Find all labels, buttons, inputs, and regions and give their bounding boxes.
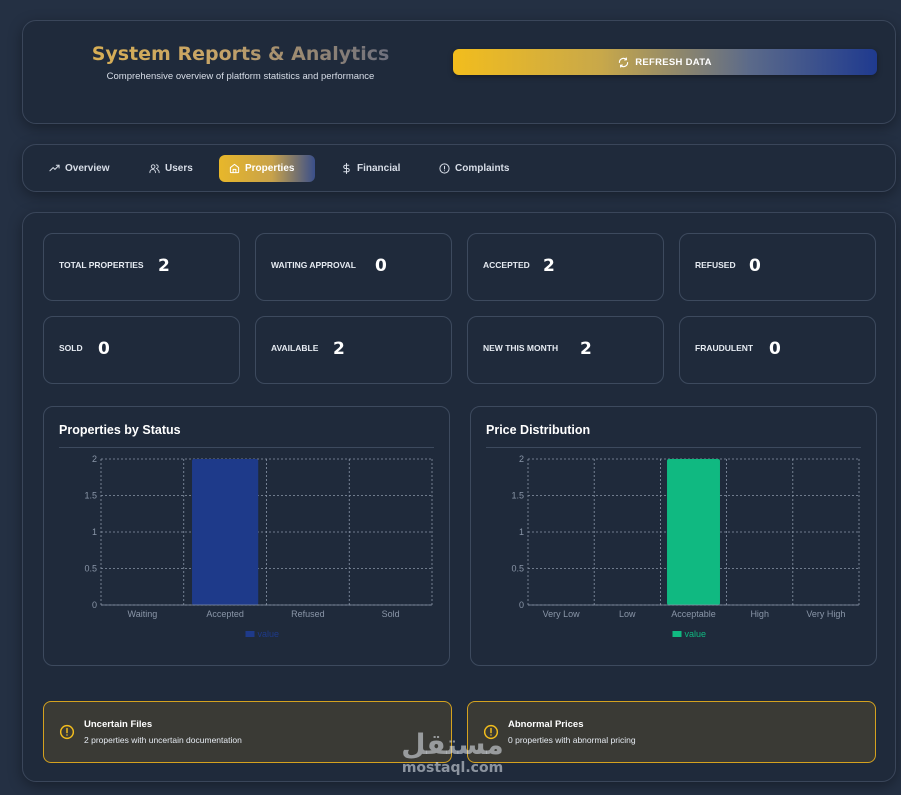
x-tick-label: High	[750, 609, 769, 619]
x-tick-label: Acceptable	[671, 609, 716, 619]
tab-properties-label: Properties	[245, 163, 295, 174]
legend-swatch[interactable]	[245, 631, 255, 637]
alert-text: 0 properties with abnormal pricing	[508, 735, 636, 745]
y-tick-label: 0.5	[511, 564, 524, 574]
stat-label: AVAILABLE	[271, 343, 319, 353]
tab-users[interactable]: Users	[139, 155, 203, 182]
watermark-arabic: مستقل	[401, 728, 504, 761]
y-tick-label: 1	[92, 527, 97, 537]
properties-by-status-chart: 0 0.5 1 1.5 2 Waiting Accepted Refused Sold value	[84, 454, 433, 639]
stat-label: ACCEPTED	[483, 260, 530, 270]
abnormal-prices-alert: Abnormal Prices 0 properties with abnorm…	[467, 701, 876, 763]
alert-circle-icon	[439, 163, 450, 174]
legend-label[interactable]: value	[685, 629, 707, 639]
y-tick-label: 2	[519, 454, 524, 464]
tab-complaints-label: Complaints	[455, 163, 510, 174]
chart-title: Price Distribution	[486, 423, 591, 437]
tab-overview-label: Overview	[65, 163, 110, 174]
stat-label: SOLD	[59, 343, 83, 353]
stat-value: 2	[333, 339, 345, 359]
tab-complaints[interactable]: Complaints	[429, 155, 519, 182]
page-title: System Reports & Analytics	[23, 43, 458, 65]
alert-title: Uncertain Files	[84, 719, 153, 730]
y-tick-label: 1.5	[511, 491, 524, 501]
tab-bar: Overview Users Properties Financial Comp…	[22, 144, 896, 192]
stat-label: FRAUDULENT	[695, 343, 754, 353]
y-tick-label: 0.5	[84, 564, 97, 574]
trending-up-icon	[49, 164, 60, 172]
properties-by-status-card: Properties by Status 0 0.5 1 1.5 2 Waiting Acc…	[43, 406, 450, 666]
header-card: System Reports & Analytics Comprehensive…	[22, 20, 896, 124]
y-tick-label: 1	[519, 527, 524, 537]
stat-value: 0	[98, 339, 110, 359]
bar-acceptable[interactable]	[667, 459, 720, 605]
stat-total-properties: TOTAL PROPERTIES 2	[43, 233, 240, 301]
stat-sold: SOLD 0	[43, 316, 240, 384]
tab-overview[interactable]: Overview	[39, 155, 119, 182]
x-tick-label: Very Low	[543, 609, 581, 619]
divider	[59, 447, 434, 448]
x-tick-label: Refused	[291, 609, 325, 619]
watermark-latin: mostaql.com	[401, 760, 504, 776]
tab-financial[interactable]: Financial	[331, 155, 410, 182]
stat-value: 0	[769, 339, 781, 359]
stat-accepted: ACCEPTED 2	[467, 233, 664, 301]
stat-value: 0	[375, 256, 387, 276]
stat-available: AVAILABLE 2	[255, 316, 452, 384]
page-subtitle: Comprehensive overview of platform stati…	[106, 71, 375, 82]
stat-label: TOTAL PROPERTIES	[59, 260, 144, 270]
y-tick-label: 2	[92, 454, 97, 464]
x-tick-label: Accepted	[206, 609, 244, 619]
legend-label[interactable]: value	[258, 629, 280, 639]
legend-swatch[interactable]	[672, 631, 682, 637]
stat-label: NEW THIS MONTH	[483, 343, 559, 353]
bar-accepted[interactable]	[192, 459, 259, 605]
stat-new-this-month: NEW THIS MONTH 2	[467, 316, 664, 384]
price-distribution-chart: 0 0.5 1 1.5 2 Very Low Low Acceptable High Very H…	[511, 454, 860, 639]
tab-users-label: Users	[165, 163, 193, 174]
stat-value: 2	[543, 256, 555, 276]
refresh-data-button[interactable]: REFRESH DATA	[453, 49, 877, 75]
x-tick-label: Very High	[806, 609, 845, 619]
stat-label: REFUSED	[695, 260, 736, 270]
x-tick-label: Low	[619, 609, 636, 619]
divider	[486, 447, 861, 448]
stat-refused: REFUSED 0	[679, 233, 876, 301]
dollar-icon	[343, 163, 350, 174]
warning-circle-icon	[483, 724, 499, 740]
stat-waiting-approval: WAITING APPROVAL 0	[255, 233, 452, 301]
tab-properties[interactable]: Properties	[219, 155, 315, 182]
x-tick-label: Sold	[382, 609, 400, 619]
y-tick-label: 0	[92, 600, 97, 610]
home-icon	[229, 163, 240, 174]
y-tick-label: 1.5	[84, 491, 97, 501]
alert-title: Abnormal Prices	[508, 719, 584, 730]
chart-title: Properties by Status	[59, 423, 181, 437]
price-distribution-card: Price Distribution 0 0.5 1 1.5 2 Very Low Low A…	[470, 406, 877, 666]
properties-panel: TOTAL PROPERTIES 2 WAITING APPROVAL 0 AC…	[22, 212, 896, 782]
alert-text: 2 properties with uncertain documentatio…	[84, 735, 242, 745]
uncertain-files-alert: Uncertain Files 2 properties with uncert…	[43, 701, 452, 763]
refresh-icon	[619, 56, 629, 68]
warning-circle-icon	[59, 724, 75, 740]
tab-financial-label: Financial	[357, 163, 401, 174]
users-icon	[149, 164, 160, 174]
stat-label: WAITING APPROVAL	[271, 260, 356, 270]
stat-fraudulent: FRAUDULENT 0	[679, 316, 876, 384]
watermark-logo: مستقل mostaql.com	[395, 730, 510, 780]
y-tick-label: 0	[519, 600, 524, 610]
x-tick-label: Waiting	[128, 609, 158, 619]
stat-value: 0	[749, 256, 761, 276]
refresh-data-label: REFRESH DATA	[635, 56, 712, 68]
stat-value: 2	[580, 339, 592, 359]
stat-value: 2	[158, 256, 170, 276]
